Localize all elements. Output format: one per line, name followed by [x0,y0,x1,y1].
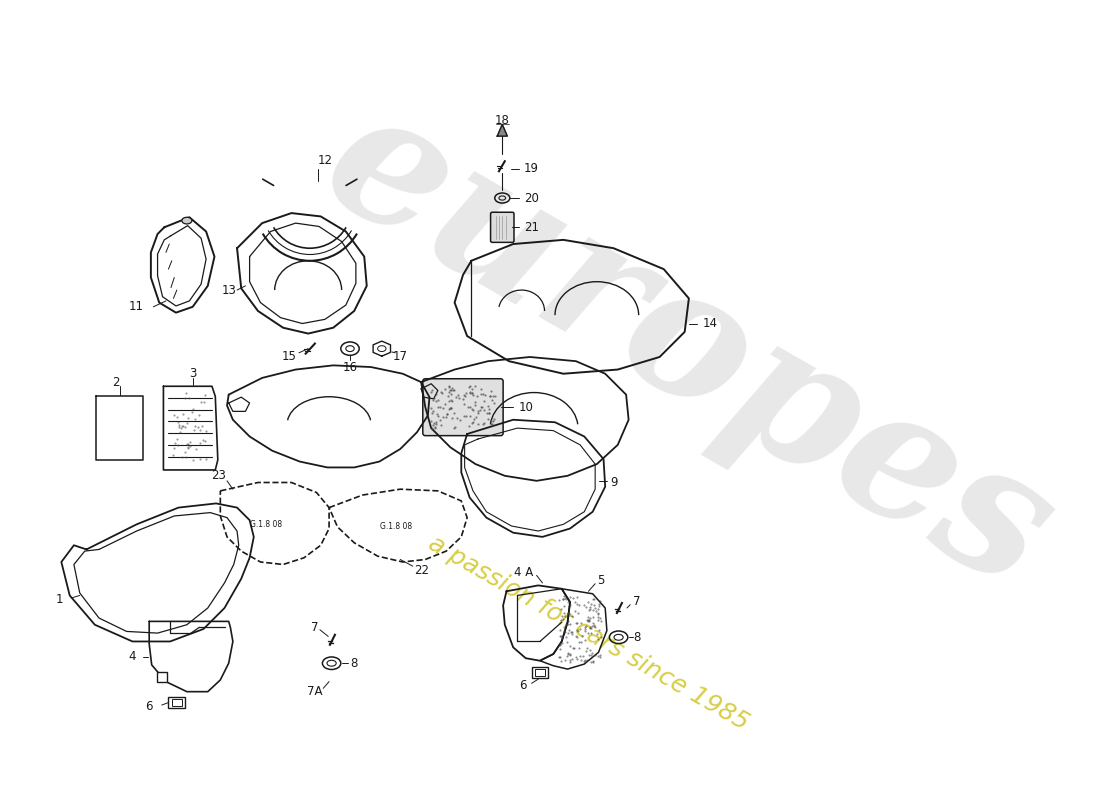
Text: 14: 14 [702,317,717,330]
Text: G.1.8 08: G.1.8 08 [379,522,412,530]
Text: 17: 17 [393,350,408,363]
Bar [168,697,185,709]
Text: 7: 7 [634,595,640,608]
Text: 7A: 7A [307,685,322,698]
Polygon shape [497,124,507,136]
Text: 13: 13 [221,283,236,297]
Text: 8: 8 [634,630,640,644]
Text: 16: 16 [342,361,358,374]
Text: 22: 22 [414,564,429,577]
Bar [172,699,182,706]
FancyBboxPatch shape [422,378,503,436]
Text: 23: 23 [211,470,227,482]
Text: 12: 12 [318,154,332,167]
Text: 6: 6 [519,679,527,692]
Text: 21: 21 [524,221,539,234]
Text: 4: 4 [129,650,136,663]
Text: 8: 8 [351,657,358,670]
FancyBboxPatch shape [491,212,514,242]
Text: 2: 2 [112,375,120,389]
Text: 4 A: 4 A [514,566,532,578]
Text: europes: europes [296,71,1081,626]
Text: 3: 3 [189,367,197,380]
Text: a passion for cars since 1985: a passion for cars since 1985 [424,531,752,735]
Text: 15: 15 [282,350,296,363]
Text: 19: 19 [524,162,539,175]
Text: 18: 18 [495,114,509,126]
Ellipse shape [182,218,191,224]
Bar [531,666,548,678]
Bar [535,669,544,676]
Text: G.1.8 08: G.1.8 08 [251,520,283,529]
Text: 20: 20 [524,191,539,205]
Text: 10: 10 [518,401,534,414]
Text: 9: 9 [609,476,617,489]
Text: 6: 6 [145,700,153,714]
Text: 5: 5 [597,574,605,587]
Text: 1: 1 [56,593,64,606]
Text: 11: 11 [129,300,144,314]
Text: 7: 7 [311,621,319,634]
